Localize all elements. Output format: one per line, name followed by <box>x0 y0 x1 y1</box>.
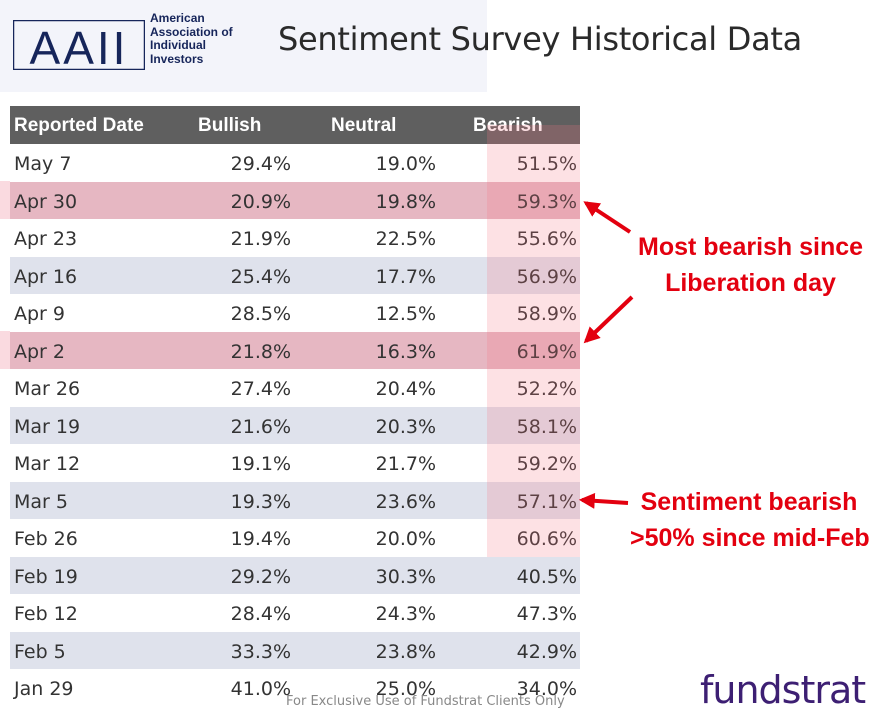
cell-bullish: 21.8% <box>230 340 291 363</box>
table-row: Feb 5 33.3% 23.8% 42.9% <box>10 631 580 669</box>
cell-date: Jan 29 <box>14 678 74 700</box>
table-row: Mar 26 27.4% 20.4% 52.2% <box>10 369 580 407</box>
header-reported-date: Reported Date <box>14 115 144 136</box>
cell-bullish: 19.3% <box>230 490 291 513</box>
page-title: Sentiment Survey Historical Data <box>278 20 802 58</box>
cell-neutral: 20.4% <box>375 378 436 400</box>
aaii-logo-mark: AAII <box>13 20 145 70</box>
table-body: May 7 29.4% 19.0% 51.5% Apr 30 20.9% 19.8% 59.3… <box>10 144 580 707</box>
aaii-logo-text: American Association of Individual Inves… <box>150 11 233 66</box>
cell-bearish: 57.1% <box>516 490 577 513</box>
cell-date: Feb 12 <box>14 603 78 625</box>
table-row: Apr 30 20.9% 19.8% 59.3% <box>10 181 580 219</box>
cell-bullish: 21.9% <box>230 228 291 250</box>
cell-date: Feb 19 <box>14 565 78 588</box>
cell-date: Apr 23 <box>14 228 78 250</box>
cell-bearish: 58.9% <box>516 303 577 325</box>
cell-bearish: 51.5% <box>516 153 577 175</box>
cell-neutral: 19.0% <box>375 153 436 175</box>
cell-bearish: 52.2% <box>516 378 577 400</box>
table-row: Feb 12 28.4% 24.3% 47.3% <box>10 594 580 632</box>
cell-bearish: 47.3% <box>516 603 577 625</box>
cell-neutral: 23.6% <box>375 490 436 513</box>
cell-date: Feb 26 <box>14 528 78 550</box>
cell-bearish: 42.9% <box>516 640 577 663</box>
cell-neutral: 23.8% <box>375 640 436 663</box>
cell-bullish: 19.4% <box>230 528 291 550</box>
table-row: Feb 26 19.4% 20.0% 60.6% <box>10 519 580 557</box>
table-row: Apr 2 21.8% 16.3% 61.9% <box>10 331 580 369</box>
cell-bullish: 28.4% <box>230 603 291 625</box>
row-highlight-extension <box>0 181 10 219</box>
cell-neutral: 20.3% <box>375 415 436 438</box>
cell-bearish: 60.6% <box>516 528 577 550</box>
cell-date: Mar 19 <box>14 415 81 438</box>
cell-date: Mar 5 <box>14 490 68 513</box>
cell-neutral: 12.5% <box>375 303 436 325</box>
cell-bearish: 55.6% <box>516 228 577 250</box>
cell-date: May 7 <box>14 153 72 175</box>
annotation-sentiment: Sentiment bearish >50% since mid-Feb <box>630 488 870 552</box>
table-row: Apr 23 21.9% 22.5% 55.6% <box>10 219 580 257</box>
cell-neutral: 20.0% <box>375 528 436 550</box>
cell-date: Apr 9 <box>14 303 65 325</box>
cell-bullish: 29.2% <box>230 565 291 588</box>
sentiment-table: Reported Date Bullish Neutral Bearish Ma… <box>10 106 580 707</box>
arrow-to-mar5 <box>578 492 629 509</box>
header-neutral: Neutral <box>331 115 397 136</box>
cell-bullish: 33.3% <box>230 640 291 663</box>
cell-bearish: 61.9% <box>516 340 577 363</box>
cell-neutral: 17.7% <box>375 265 436 288</box>
header-bearish: Bearish <box>473 115 543 136</box>
table-row: Mar 19 21.6% 20.3% 58.1% <box>10 406 580 444</box>
table-row: Apr 16 25.4% 17.7% 56.9% <box>10 256 580 294</box>
cell-bearish: 40.5% <box>516 565 577 588</box>
cell-neutral: 24.3% <box>375 603 436 625</box>
fundstrat-logo: fundstrat <box>700 668 866 712</box>
cell-date: Mar 12 <box>14 453 81 475</box>
cell-date: Mar 26 <box>14 378 81 400</box>
cell-date: Feb 5 <box>14 640 66 663</box>
cell-bullish: 27.4% <box>230 378 291 400</box>
aaii-logo: AAII American Association of Individual … <box>0 0 487 92</box>
svg-text:AAII: AAII <box>30 22 129 70</box>
table-header: Reported Date Bullish Neutral Bearish <box>10 106 580 144</box>
cell-bearish: 34.0% <box>516 678 577 700</box>
cell-neutral: 16.3% <box>375 340 436 363</box>
cell-bullish: 41.0% <box>230 678 291 700</box>
cell-date: Apr 30 <box>14 190 78 213</box>
cell-bullish: 29.4% <box>230 153 291 175</box>
arrow-to-apr2 <box>583 295 634 344</box>
cell-bullish: 20.9% <box>230 190 291 213</box>
footer-disclaimer: For Exclusive Use of Fundstrat Clients O… <box>286 694 565 709</box>
cell-bearish: 59.3% <box>516 190 577 213</box>
cell-date: Apr 16 <box>14 265 78 288</box>
cell-neutral: 21.7% <box>375 453 436 475</box>
cell-bullish: 25.4% <box>230 265 291 288</box>
table-row: Mar 12 19.1% 21.7% 59.2% <box>10 444 580 482</box>
annotation-liberation: Most bearish since Liberation day <box>638 233 864 297</box>
cell-bullish: 28.5% <box>230 303 291 325</box>
cell-bullish: 19.1% <box>230 453 291 475</box>
cell-bullish: 21.6% <box>230 415 291 438</box>
row-highlight-extension <box>0 331 10 369</box>
arrow-to-apr30 <box>583 201 632 234</box>
cell-neutral: 19.8% <box>375 190 436 213</box>
cell-neutral: 25.0% <box>375 678 436 700</box>
cell-date: Apr 2 <box>14 340 65 363</box>
table-row: Mar 5 19.3% 23.6% 57.1% <box>10 481 580 519</box>
table-row: Feb 19 29.2% 30.3% 40.5% <box>10 556 580 594</box>
header-bullish: Bullish <box>198 115 262 136</box>
table-row: Jan 29 41.0% 25.0% 34.0% <box>10 669 580 707</box>
cell-bearish: 56.9% <box>516 265 577 288</box>
table-row: Apr 9 28.5% 12.5% 58.9% <box>10 294 580 332</box>
cell-neutral: 22.5% <box>375 228 436 250</box>
cell-neutral: 30.3% <box>375 565 436 588</box>
cell-bearish: 58.1% <box>516 415 577 438</box>
table-row: May 7 29.4% 19.0% 51.5% <box>10 144 580 182</box>
cell-bearish: 59.2% <box>516 453 577 475</box>
